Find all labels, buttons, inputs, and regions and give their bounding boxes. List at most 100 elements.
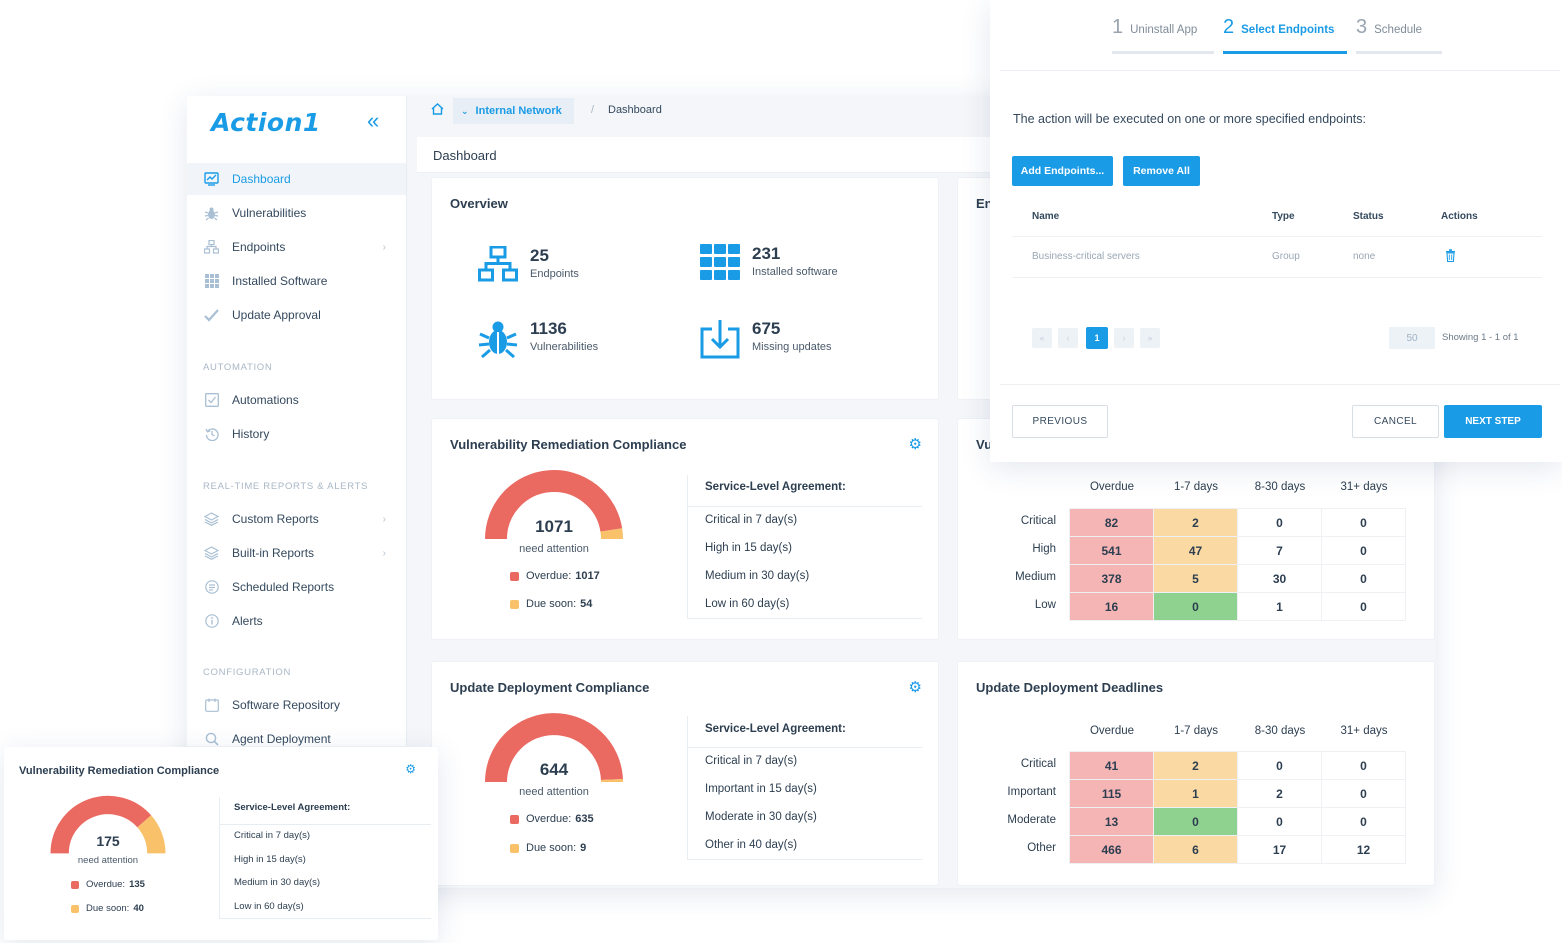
page-size-select[interactable]: 50 bbox=[1389, 327, 1435, 349]
app-logo: Action1 bbox=[211, 108, 321, 137]
layers-icon bbox=[203, 511, 220, 528]
col-header-type[interactable]: Type bbox=[1272, 211, 1295, 222]
step-label: Schedule bbox=[1374, 24, 1423, 36]
sidebar-item-history[interactable]: History bbox=[187, 418, 406, 450]
col-header: 8-30 days bbox=[1254, 725, 1306, 737]
due-soon-label: Due soon: bbox=[86, 903, 130, 914]
sidebar-item-automations[interactable]: Automations bbox=[187, 384, 406, 416]
sidebar-item-update-approval[interactable]: Update Approval bbox=[187, 299, 406, 331]
col-header-name[interactable]: Name bbox=[1032, 211, 1060, 222]
next-step-button[interactable]: NEXT STEP bbox=[1444, 405, 1542, 438]
sidebar-item-dashboard[interactable]: Dashboard bbox=[187, 163, 406, 195]
last-page-button[interactable]: » bbox=[1140, 328, 1160, 348]
col-header: Overdue bbox=[1089, 481, 1135, 493]
due-soon-value: 54 bbox=[580, 598, 593, 610]
overdue-value: 135 bbox=[129, 879, 145, 890]
step-label: Select Endpoints bbox=[1241, 24, 1335, 36]
deadline-cell: 1 bbox=[1154, 780, 1238, 808]
due-soon-label: Due soon: bbox=[526, 598, 577, 610]
sidebar-item-software-repository[interactable]: Software Repository bbox=[187, 689, 406, 721]
step-number: 1 bbox=[1112, 16, 1124, 38]
sidebar-item-scheduled-reports[interactable]: Scheduled Reports bbox=[187, 571, 406, 603]
add-endpoints-button[interactable]: Add Endpoints... bbox=[1012, 156, 1113, 186]
sla-title: Service-Level Agreement: bbox=[688, 475, 922, 507]
overview-missing-updates[interactable]: 675 Missing updates bbox=[700, 319, 832, 364]
deadline-cell: 0 bbox=[1322, 537, 1406, 565]
wizard-description: The action will be executed on one or mo… bbox=[1013, 112, 1366, 126]
cancel-button[interactable]: CANCEL bbox=[1352, 405, 1439, 438]
divider bbox=[1000, 70, 1560, 71]
overdue-value: 1017 bbox=[575, 570, 600, 582]
deadline-cell: 0 bbox=[1322, 752, 1406, 780]
page-1-button[interactable]: 1 bbox=[1086, 327, 1108, 349]
gauge-total: 644 bbox=[539, 760, 569, 779]
sidebar-item-builtin-reports[interactable]: Built-in Reports › bbox=[187, 537, 406, 569]
sla-row: Low in 60 day(s) bbox=[220, 896, 431, 919]
step-select-endpoints[interactable]: 2 Select Endpoints bbox=[1223, 14, 1347, 54]
deadline-cell: 0 bbox=[1154, 593, 1238, 621]
legend-overdue: Overdue: 635 bbox=[510, 813, 594, 825]
gear-icon[interactable]: ⚙ bbox=[405, 762, 416, 776]
gear-icon[interactable]: ⚙ bbox=[908, 436, 922, 453]
sidebar-item-label: History bbox=[232, 427, 270, 441]
card-title: Overview bbox=[450, 196, 508, 211]
due-soon-label: Due soon: bbox=[526, 842, 577, 854]
deadline-cell: 82 bbox=[1070, 509, 1154, 537]
previous-button[interactable]: PREVIOUS bbox=[1012, 405, 1108, 438]
row-label: Medium bbox=[1015, 571, 1056, 583]
overdue-swatch bbox=[510, 814, 519, 824]
sla-row: Medium in 30 day(s) bbox=[705, 570, 810, 582]
step-uninstall-app[interactable]: 1 Uninstall App bbox=[1112, 14, 1214, 54]
row-label: Low bbox=[1034, 599, 1056, 611]
sla-table: Service-Level Agreement: Critical in 7 d… bbox=[219, 797, 431, 919]
card-title: Update Deployment Deadlines bbox=[976, 680, 1164, 695]
deadline-cell: 7 bbox=[1238, 537, 1322, 565]
deadline-cell: 2 bbox=[1154, 509, 1238, 537]
remove-all-button[interactable]: Remove All bbox=[1123, 156, 1200, 186]
network-selector[interactable]: ⌄ Internal Network bbox=[453, 98, 574, 124]
col-header-status[interactable]: Status bbox=[1353, 211, 1384, 222]
chart-icon bbox=[203, 171, 220, 188]
overdue-swatch bbox=[71, 880, 79, 889]
overview-vulnerabilities[interactable]: 1136 Vulnerabilities bbox=[478, 319, 598, 364]
step-schedule[interactable]: 3 Schedule bbox=[1356, 14, 1442, 54]
deadline-cell: 0 bbox=[1322, 509, 1406, 537]
download-icon bbox=[700, 319, 740, 364]
sla-row: High in 15 day(s) bbox=[705, 542, 792, 554]
due-soon-swatch bbox=[510, 843, 519, 853]
sidebar-item-endpoints[interactable]: Endpoints › bbox=[187, 231, 406, 263]
sidebar-item-label: Update Approval bbox=[232, 308, 321, 322]
bug-icon bbox=[478, 319, 518, 364]
next-page-button[interactable]: › bbox=[1114, 328, 1134, 348]
update-compliance-card: Update Deployment Compliance ⚙ 644 need … bbox=[431, 661, 939, 886]
gear-icon[interactable]: ⚙ bbox=[908, 679, 922, 696]
sidebar-item-installed-software[interactable]: Installed Software bbox=[187, 265, 406, 297]
prev-page-button[interactable]: ‹ bbox=[1058, 328, 1078, 348]
grid-icon bbox=[700, 244, 740, 285]
col-header: 8-30 days bbox=[1254, 481, 1306, 493]
row-label: Other bbox=[1027, 842, 1056, 854]
check-icon bbox=[203, 307, 220, 324]
step-bar bbox=[1112, 51, 1214, 54]
sidebar-item-agent-deployment[interactable]: Agent Deployment bbox=[187, 723, 406, 755]
chevron-right-icon: › bbox=[382, 241, 386, 253]
collapse-sidebar-icon[interactable]: « bbox=[367, 108, 380, 133]
sidebar-item-vulnerabilities[interactable]: Vulnerabilities bbox=[187, 197, 406, 229]
overview-endpoints[interactable]: 25 Endpoints bbox=[478, 245, 579, 287]
trash-icon[interactable] bbox=[1445, 249, 1456, 267]
endpoint-type-cell: Group bbox=[1272, 251, 1300, 262]
deadline-cell: 0 bbox=[1238, 509, 1322, 537]
first-page-button[interactable]: « bbox=[1032, 328, 1052, 348]
sla-row: High in 15 day(s) bbox=[234, 853, 306, 865]
home-icon[interactable] bbox=[431, 103, 444, 118]
sidebar-item-custom-reports[interactable]: Custom Reports › bbox=[187, 503, 406, 535]
deadline-cell: 0 bbox=[1322, 780, 1406, 808]
sidebar-item-alerts[interactable]: Alerts bbox=[187, 605, 406, 637]
deadline-cell: 2 bbox=[1154, 752, 1238, 780]
deadline-cell: 115 bbox=[1070, 780, 1154, 808]
update-gauge: 644 need attention bbox=[484, 712, 624, 812]
due-soon-value: 40 bbox=[133, 903, 144, 914]
overview-installed-software[interactable]: 231 Installed software bbox=[700, 244, 838, 285]
row-label: Critical bbox=[1020, 758, 1056, 770]
sidebar-item-label: Automations bbox=[232, 393, 299, 407]
